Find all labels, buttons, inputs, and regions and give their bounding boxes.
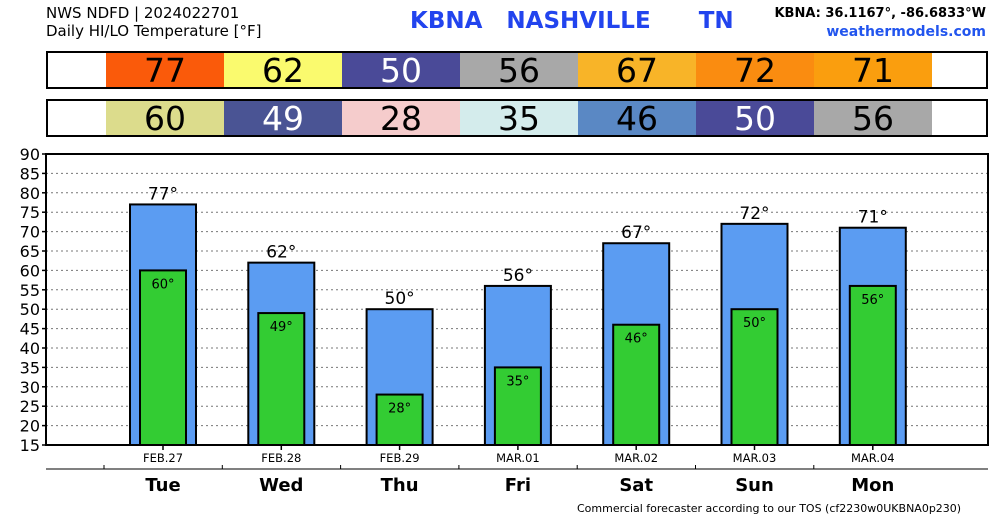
- hi_row-cell: 62: [224, 53, 342, 89]
- lo-bar: [257, 312, 306, 446]
- y-tick-label: 55: [20, 281, 40, 300]
- y-tick-label: 65: [20, 242, 40, 261]
- y-tick-label: 15: [20, 436, 40, 455]
- lo-data-label: 50°: [743, 316, 766, 331]
- lo_row-cell: 49: [224, 101, 342, 137]
- y-tick-label: 60: [20, 261, 40, 280]
- lo_row-cell: 46: [578, 101, 696, 137]
- x-day-label: Wed: [259, 475, 303, 496]
- hi_row-cell: 77: [106, 53, 224, 89]
- y-tick-label: 20: [20, 417, 40, 436]
- y-tick-label: 35: [20, 358, 40, 377]
- product-title: NWS NDFD | 2024022701: [46, 4, 240, 22]
- hi_row-cell: 71: [814, 53, 932, 89]
- y-tick-label: 50: [20, 300, 40, 319]
- x-date-label: MAR.04: [851, 451, 895, 465]
- y-tick-label: 75: [20, 203, 40, 222]
- hi_row-cell: 50: [342, 53, 460, 89]
- y-tick-label: 25: [20, 397, 40, 416]
- hi_row-cell: 72: [696, 53, 814, 89]
- y-tick-label: 40: [20, 339, 40, 358]
- x-date-label: FEB.28: [261, 451, 301, 465]
- high-temp-row: 77 62 50 56 67 72 71: [46, 51, 988, 89]
- lo-data-label: 46°: [625, 332, 648, 347]
- hi-data-label: 67°: [621, 223, 651, 243]
- lo-bar: [139, 269, 187, 446]
- hi-data-label: 62°: [266, 243, 296, 263]
- lo_row-cell: 35: [460, 101, 578, 137]
- x-day-label: Mon: [851, 475, 894, 496]
- lo_row-cell: 50: [696, 101, 814, 137]
- lo-bar: [848, 284, 897, 447]
- lo_row-cell: 28: [342, 101, 460, 137]
- lo_row-cell: 60: [106, 101, 224, 137]
- y-tick-label: 85: [20, 164, 40, 183]
- x-date-label: MAR.03: [733, 451, 777, 465]
- x-date-label: FEB.29: [380, 451, 420, 465]
- hi-data-label: 77°: [148, 184, 178, 204]
- site-link[interactable]: weathermodels.com: [826, 24, 986, 40]
- x-day-label: Thu: [381, 475, 419, 496]
- hi_row-cell: 56: [460, 53, 578, 89]
- lo-data-label: 35°: [506, 374, 529, 389]
- lo-bar: [612, 323, 661, 446]
- x-day-label: Sun: [735, 475, 774, 496]
- x-day-label: Sat: [619, 475, 653, 496]
- y-tick-label: 70: [20, 223, 40, 242]
- hi-data-label: 71°: [858, 208, 888, 228]
- station-coordinates: KBNA: 36.1167°, -86.6833°W: [774, 6, 986, 21]
- x-date-label: MAR.02: [614, 451, 658, 465]
- x-day-label: Tue: [145, 475, 180, 496]
- lo-data-label: 60°: [151, 277, 174, 292]
- x-day-label: Fri: [505, 475, 531, 496]
- lo-data-label: 56°: [861, 293, 884, 308]
- y-tick-label: 30: [20, 378, 40, 397]
- hi-data-label: 56°: [503, 266, 533, 286]
- hi_row-cell: 67: [578, 53, 696, 89]
- footer-note: Commercial forecaster according to our T…: [577, 502, 962, 515]
- station-title: KBNA NASHVILLE TN: [410, 8, 734, 34]
- y-tick-label: 45: [20, 320, 40, 339]
- chart-subtitle: Daily HI/LO Temperature [°F]: [46, 22, 262, 40]
- x-date-label: FEB.27: [143, 451, 183, 465]
- lo-data-label: 28°: [388, 402, 411, 417]
- hi-data-label: 50°: [385, 289, 415, 309]
- lo-bar: [730, 308, 779, 447]
- lo_row-cell: 56: [814, 101, 932, 137]
- low-temp-row: 60 49 28 35 46 50 56: [46, 99, 988, 137]
- y-tick-label: 80: [20, 184, 40, 203]
- x-date-label: MAR.01: [496, 451, 540, 465]
- hi-data-label: 72°: [739, 204, 769, 224]
- y-tick-label: 90: [20, 145, 40, 164]
- lo-data-label: 49°: [270, 320, 293, 335]
